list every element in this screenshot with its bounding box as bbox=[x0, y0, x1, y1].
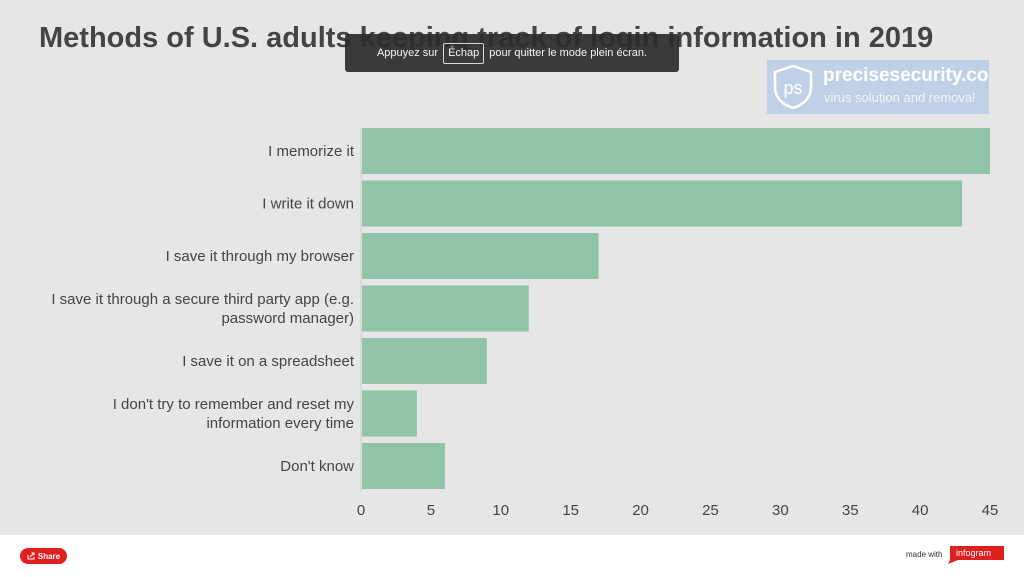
made-with-label: made with bbox=[906, 550, 943, 559]
category-label: I don't try to remember and reset my bbox=[113, 396, 355, 413]
watermark-tagline: virus solution and removal bbox=[824, 90, 976, 105]
bar bbox=[362, 233, 599, 279]
watermark-logo: ps precisesecurity.com virus solution an… bbox=[767, 60, 989, 114]
watermark-domain: precisesecurity.com bbox=[823, 65, 989, 86]
shield-icon: ps bbox=[773, 65, 813, 109]
x-tick-label: 0 bbox=[357, 502, 365, 519]
category-label: I save it on a spreadsheet bbox=[182, 353, 355, 370]
x-tick-label: 45 bbox=[982, 502, 999, 519]
x-tick-label: 15 bbox=[562, 502, 579, 519]
watermark-badge-text: ps bbox=[783, 78, 802, 98]
category-label: Don't know bbox=[280, 458, 354, 475]
category-label: I save it through a secure third party a… bbox=[51, 291, 354, 308]
category-label: I write it down bbox=[262, 196, 354, 213]
footer-bar: Share made with infogram bbox=[0, 535, 1024, 577]
x-tick-label: 40 bbox=[912, 502, 929, 519]
fullscreen-notice-suffix: pour quitter le mode plein écran. bbox=[489, 47, 648, 59]
share-button-label: Share bbox=[37, 551, 61, 561]
share-button[interactable]: Share bbox=[20, 548, 67, 564]
x-tick-label: 10 bbox=[492, 502, 509, 519]
bar bbox=[362, 390, 417, 437]
category-label: password manager) bbox=[221, 310, 354, 327]
infogram-brand-label: infogram bbox=[956, 548, 992, 558]
category-label: information every time bbox=[206, 415, 354, 432]
infogram-logo[interactable] bbox=[944, 546, 1004, 564]
category-label: I memorize it bbox=[268, 143, 355, 160]
x-tick-label: 5 bbox=[427, 502, 435, 519]
x-tick-label: 35 bbox=[842, 502, 859, 519]
bar-chart: I memorize it I write it down I save it th… bbox=[51, 127, 999, 519]
share-icon bbox=[27, 552, 35, 560]
x-tick-label: 30 bbox=[772, 502, 789, 519]
bar bbox=[362, 443, 445, 489]
bar bbox=[362, 180, 963, 227]
category-label: I save it through my browser bbox=[166, 248, 354, 265]
fullscreen-notice-prefix: Appuyez sur bbox=[376, 47, 439, 59]
x-tick-label: 25 bbox=[702, 502, 719, 519]
escape-key-hint: Échap bbox=[443, 42, 485, 64]
x-tick-label: 20 bbox=[632, 502, 649, 519]
fullscreen-exit-notice: Appuyez sur Échap pour quitter le mode p… bbox=[345, 34, 679, 72]
bar bbox=[362, 128, 990, 174]
bar bbox=[362, 338, 487, 384]
bar bbox=[362, 285, 529, 332]
